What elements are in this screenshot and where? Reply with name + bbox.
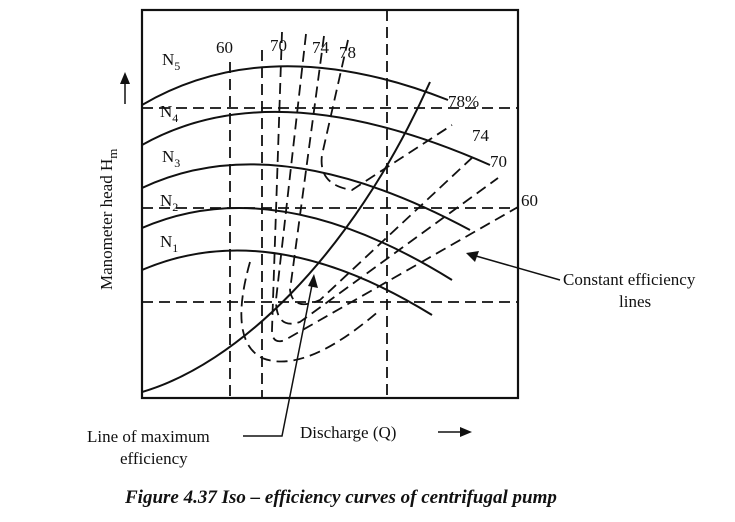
efficiency-label-right-74: 74: [472, 126, 490, 145]
speed-label-n4: N4: [160, 102, 178, 125]
efficiency-label-right-60: 60: [521, 191, 538, 210]
x-axis-label: Discharge (Q): [300, 423, 396, 442]
figure-caption: Figure 4.37 Iso – efficiency curves of c…: [124, 487, 557, 508]
max-efficiency-label-2: efficiency: [120, 449, 188, 468]
constant-efficiency-label: Constant efficiency: [563, 270, 696, 289]
speed-curve-n1: [142, 249, 433, 316]
speed-label-n5: N5: [162, 50, 180, 73]
iso-efficiency-loop-outer: [240, 261, 381, 363]
efficiency-label-right-70: 70: [490, 152, 507, 171]
efficiency-label-top-78: 78: [339, 43, 356, 62]
efficiency-label-top-70: 70: [270, 36, 287, 55]
max-efficiency-arrowhead: [308, 274, 318, 288]
plot-frame: [140, 8, 520, 400]
constant-efficiency-leader: [475, 255, 561, 281]
speed-curve-n3: [142, 163, 471, 231]
iso-efficiency-loop-70: [275, 33, 499, 325]
iso-efficiency-loop-60: [271, 31, 518, 343]
speed-label-n3: N3: [162, 147, 180, 170]
iso-efficiency-loop-74: [289, 35, 476, 306]
speed-curve-n5: [142, 65, 449, 106]
efficiency-label-right-78: 78%: [448, 92, 479, 111]
speed-label-n1: N1: [160, 232, 178, 255]
y-axis-label: Manometer head Hm: [97, 149, 120, 290]
speed-curve-n4: [142, 110, 491, 166]
x-axis-arrowhead: [460, 427, 472, 437]
efficiency-label-top-60: 60: [216, 38, 233, 57]
y-axis-arrowhead: [120, 72, 130, 84]
constant-efficiency-arrowhead: [466, 251, 479, 262]
efficiency-label-top-74: 74: [312, 38, 330, 57]
max-efficiency-label: Line of maximum: [87, 427, 210, 446]
max-efficiency-leader: [243, 284, 313, 437]
speed-label-n2: N2: [160, 191, 178, 214]
iso-efficiency-loop-78: [320, 39, 453, 191]
constant-efficiency-label-2: lines: [619, 292, 651, 311]
